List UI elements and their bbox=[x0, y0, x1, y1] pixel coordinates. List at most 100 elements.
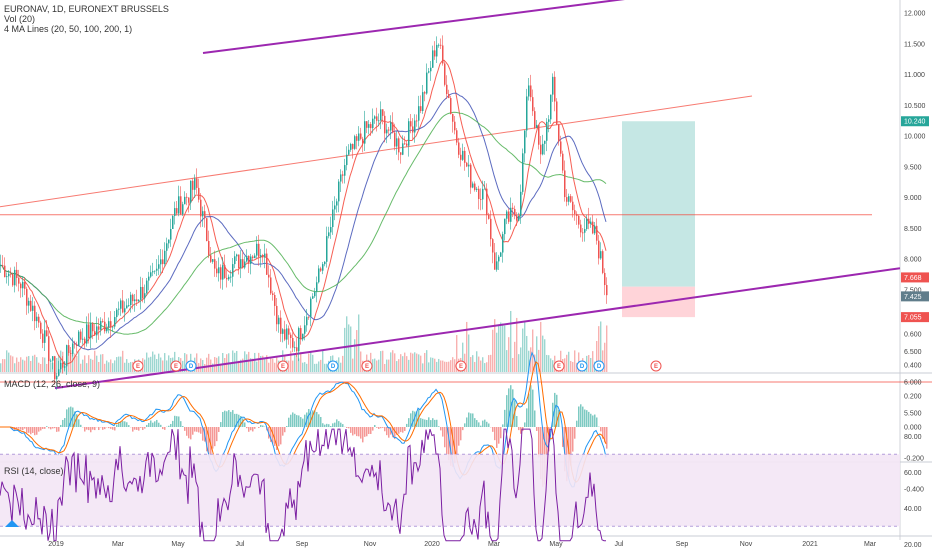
candle-body bbox=[250, 256, 252, 264]
candle-body bbox=[10, 273, 12, 275]
candle-body bbox=[226, 277, 228, 280]
candle-body bbox=[416, 120, 418, 122]
volume-bar bbox=[38, 362, 40, 372]
candle-body bbox=[44, 330, 46, 343]
event-marker-label: E bbox=[174, 364, 178, 370]
macd-histogram-bar bbox=[454, 427, 456, 464]
candle-body bbox=[520, 191, 522, 217]
event-marker-earnings bbox=[361, 360, 373, 372]
candle-body bbox=[338, 181, 340, 202]
volume-bar bbox=[182, 360, 184, 372]
macd-histogram-bar bbox=[52, 427, 54, 429]
volume-bar bbox=[446, 361, 448, 372]
volume-bar bbox=[252, 358, 254, 372]
macd-histogram-bar bbox=[70, 406, 72, 427]
candle-body bbox=[532, 97, 534, 112]
macd-histogram-bar bbox=[594, 414, 596, 427]
event-marker-earnings bbox=[553, 360, 565, 372]
candle-body bbox=[204, 211, 206, 219]
macd-tick-label: 0.400 bbox=[904, 363, 922, 370]
volume-bar bbox=[374, 358, 376, 372]
candle-body bbox=[84, 338, 86, 344]
macd-histogram-bar bbox=[604, 427, 606, 443]
rsi-band bbox=[0, 454, 900, 527]
candle-body bbox=[332, 209, 334, 228]
volume-bar bbox=[390, 352, 392, 372]
candle-body bbox=[142, 286, 144, 299]
macd-histogram-bar bbox=[120, 421, 122, 427]
event-marker-dividend bbox=[185, 360, 197, 372]
volume-bar bbox=[18, 361, 20, 372]
candle-body bbox=[220, 267, 222, 280]
macd-histogram-bar bbox=[292, 412, 294, 427]
candle-body bbox=[356, 136, 358, 141]
volume-bar bbox=[378, 359, 380, 372]
volume-bar bbox=[564, 358, 566, 372]
macd-histogram-bar bbox=[534, 410, 536, 427]
macd-histogram-bar bbox=[212, 427, 214, 449]
candle-body bbox=[72, 343, 74, 354]
volume-bar bbox=[356, 330, 358, 372]
time-tick-label: 2021 bbox=[802, 541, 818, 548]
candle-body bbox=[350, 143, 352, 150]
candle-body bbox=[302, 333, 304, 340]
macd-histogram-bar bbox=[330, 426, 332, 427]
candle-body bbox=[428, 71, 430, 73]
macd-histogram-bar bbox=[444, 427, 446, 448]
macd-histogram-bar bbox=[220, 422, 222, 427]
candle-body bbox=[478, 188, 480, 199]
volume-bar bbox=[114, 360, 116, 372]
volume-bar bbox=[44, 357, 46, 372]
macd-histogram-bar bbox=[156, 419, 158, 427]
time-tick-label: Mar bbox=[112, 541, 125, 548]
volume-bar bbox=[202, 360, 204, 372]
candle-body bbox=[180, 196, 182, 215]
candle-body bbox=[138, 299, 140, 302]
candle-body bbox=[322, 264, 324, 271]
volume-bar bbox=[222, 352, 224, 372]
ma-100-line bbox=[0, 111, 607, 335]
volume-bar bbox=[120, 356, 122, 372]
volume-bar bbox=[242, 358, 244, 372]
macd-histogram-bar bbox=[414, 411, 416, 427]
candle-body bbox=[192, 180, 194, 190]
candle-body bbox=[6, 276, 8, 278]
candle-body bbox=[116, 309, 118, 318]
candle-body bbox=[560, 141, 562, 154]
volume-bar bbox=[462, 342, 464, 372]
macd-histogram-bar bbox=[262, 425, 264, 427]
candle-body bbox=[418, 106, 420, 121]
macd-histogram-bar bbox=[226, 411, 228, 427]
volume-bar bbox=[504, 325, 506, 372]
time-tick-label: May bbox=[549, 541, 563, 548]
volume-bar bbox=[144, 359, 146, 372]
candle-body bbox=[174, 208, 176, 216]
volume-bar bbox=[6, 350, 8, 372]
macd-histogram-bar bbox=[300, 417, 302, 427]
macd-histogram-bar bbox=[456, 427, 458, 455]
event-marker-label: E bbox=[654, 364, 658, 370]
macd-histogram-bar bbox=[234, 413, 236, 427]
volume-bar bbox=[524, 320, 526, 372]
candle-body bbox=[454, 121, 456, 131]
candle-body bbox=[86, 324, 88, 344]
volume-bar bbox=[162, 360, 164, 372]
macd-histogram-bar bbox=[184, 427, 186, 431]
volume-bar bbox=[78, 351, 80, 372]
macd-histogram-bar bbox=[422, 418, 424, 427]
candle-body bbox=[210, 255, 212, 262]
volume-bar bbox=[92, 359, 94, 372]
volume-bar bbox=[230, 362, 232, 372]
event-marker-label: E bbox=[365, 364, 369, 370]
candle-body bbox=[206, 218, 208, 242]
volume-bar bbox=[314, 363, 316, 372]
candle-body bbox=[70, 353, 72, 354]
event-marker-dividend bbox=[576, 360, 588, 372]
volume-bar bbox=[604, 342, 606, 372]
macd-histogram-bar bbox=[260, 424, 262, 427]
volume-bar bbox=[352, 358, 354, 372]
candle-body bbox=[336, 201, 338, 206]
macd-histogram-bar bbox=[372, 427, 374, 431]
candle-body bbox=[382, 109, 384, 116]
